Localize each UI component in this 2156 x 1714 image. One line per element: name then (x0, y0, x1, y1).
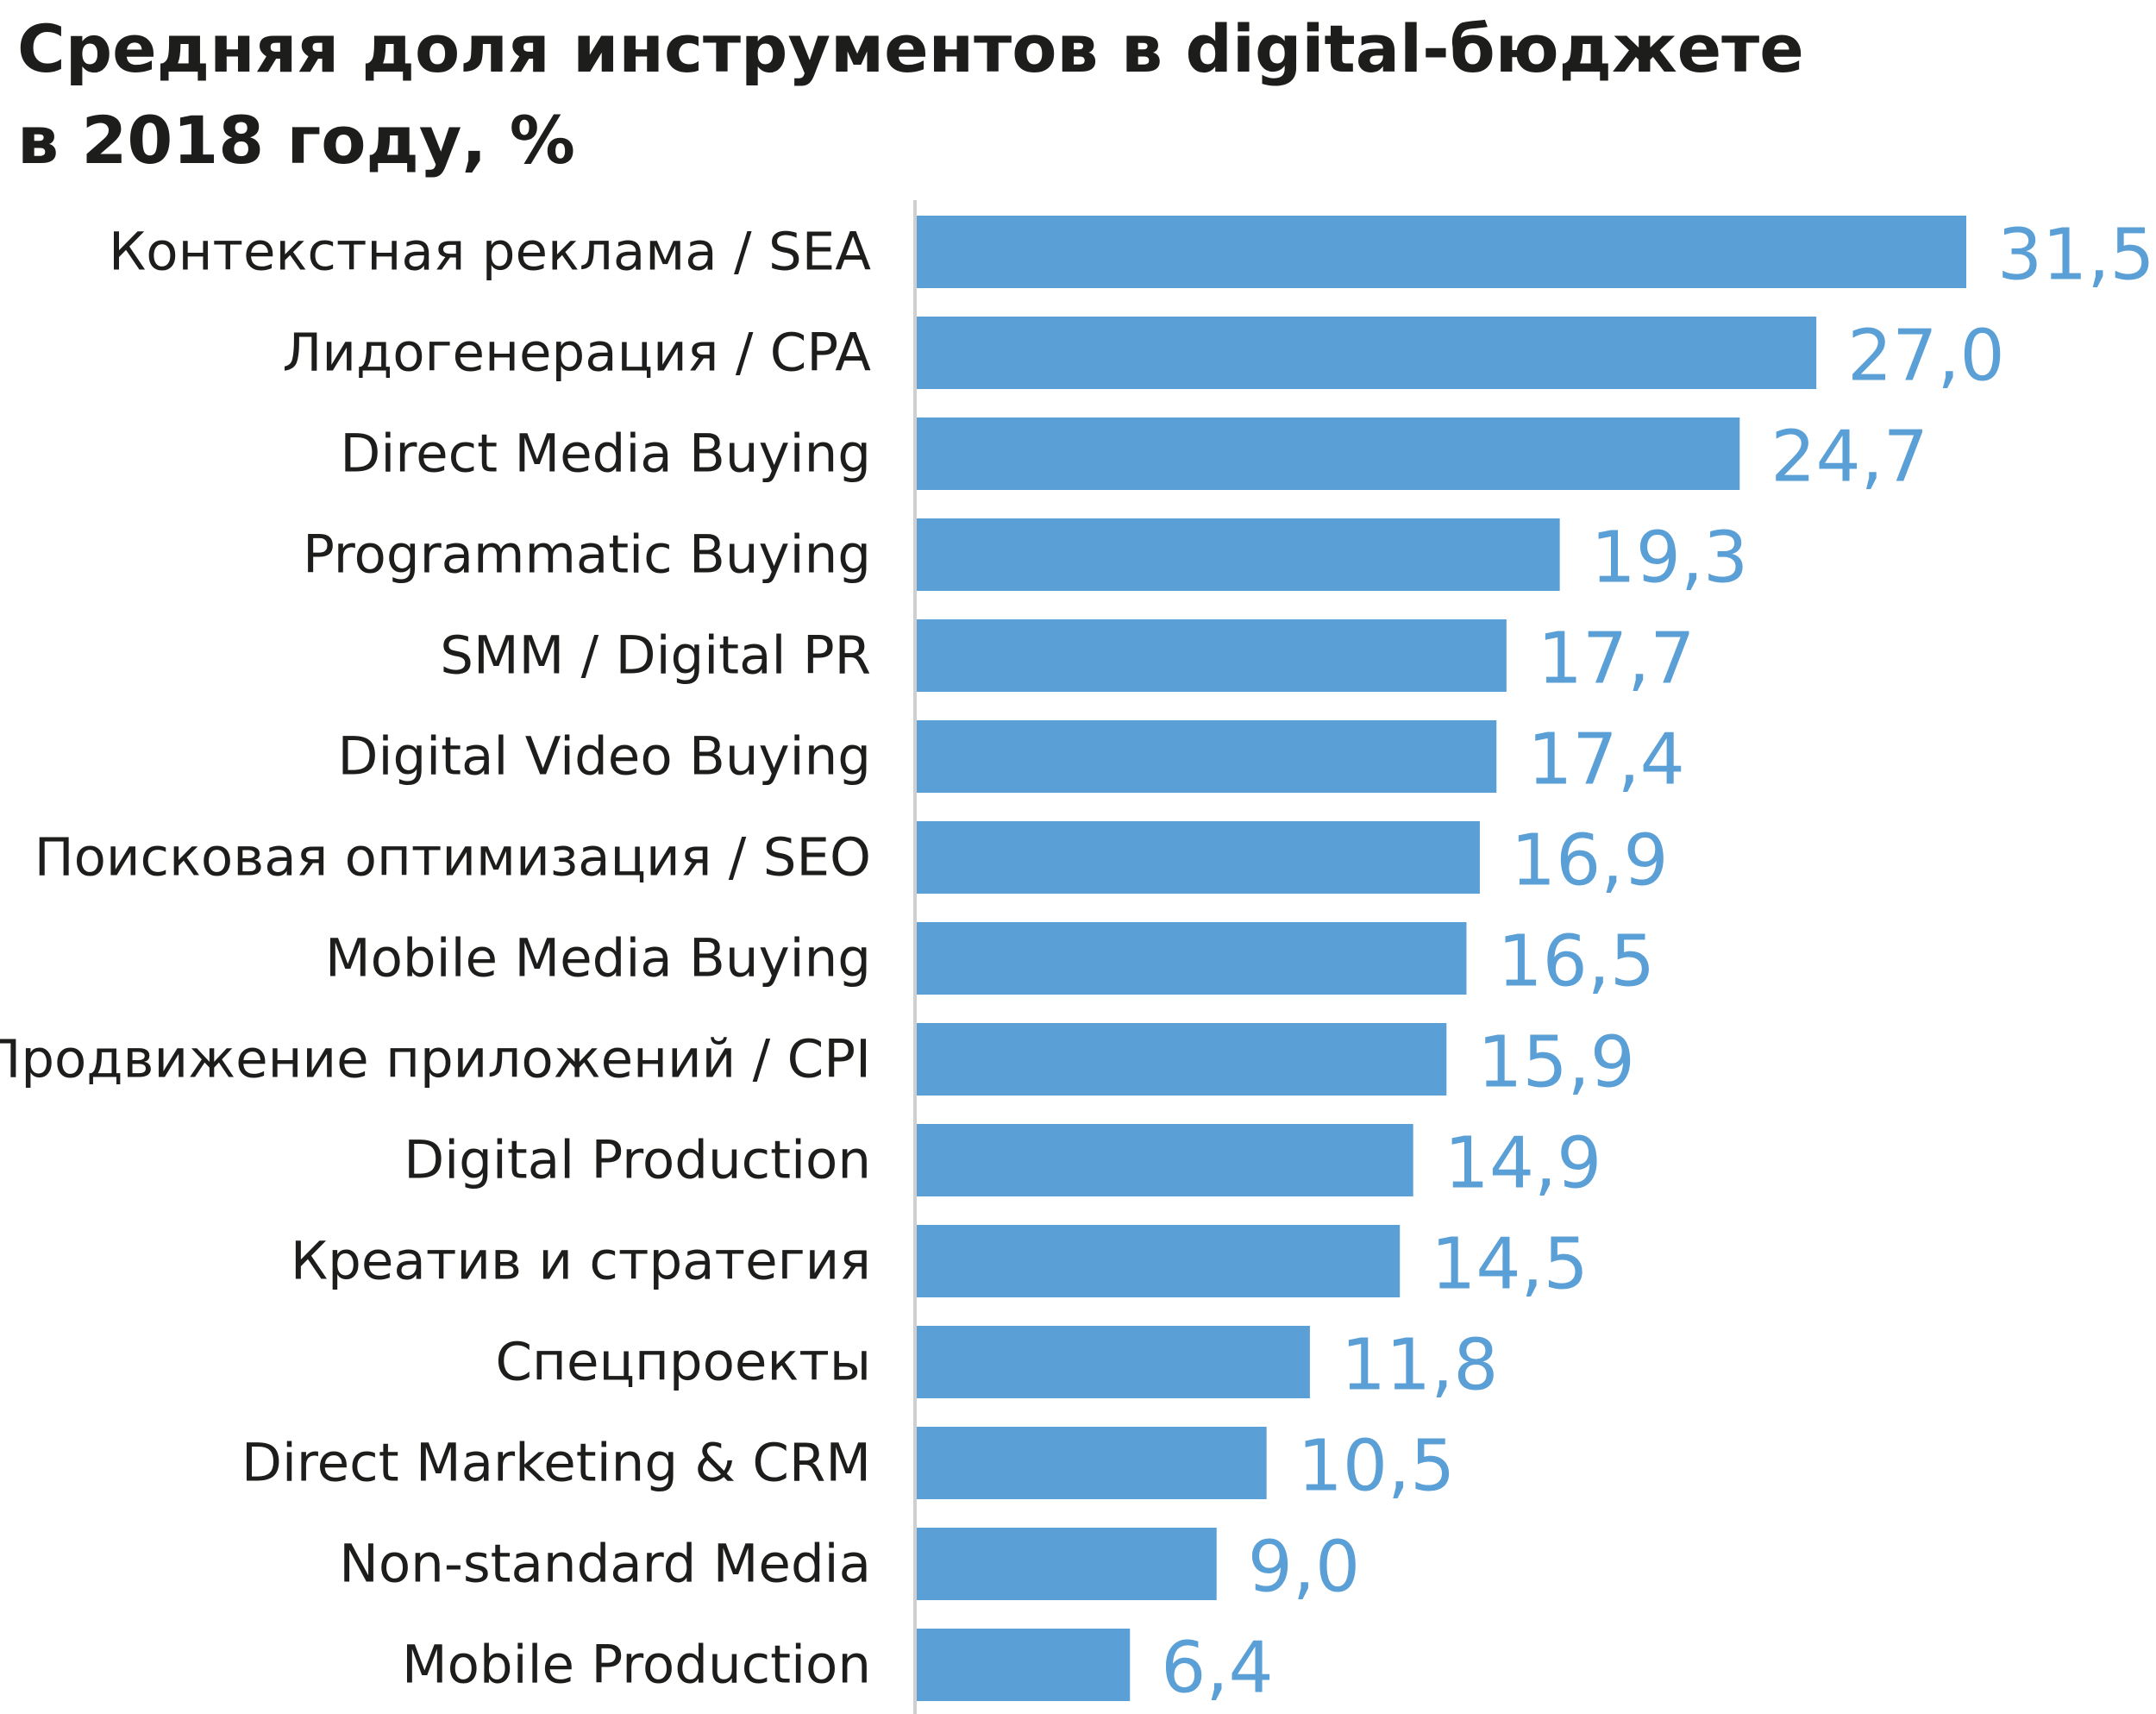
value-label: 17,4 (1527, 719, 1685, 801)
category-label: Digital Production (404, 1130, 871, 1191)
bar-row: Спецпроекты 11,8 (495, 1325, 1498, 1407)
category-label: Контекстная реклама / SEA (109, 222, 871, 283)
bar (917, 1629, 1131, 1701)
category-label: Programmatic Buying (303, 524, 871, 586)
bar (917, 619, 1507, 692)
value-label: 16,5 (1497, 921, 1655, 1003)
value-label: 17,7 (1538, 618, 1695, 700)
bar-row: Programmatic Buying 19,3 (303, 518, 1748, 600)
bar (917, 922, 1467, 995)
chart-title-line-1: Средняя доля инструментов в digital-бюдж… (17, 10, 1804, 87)
bar-row: Mobile Production 6,4 (402, 1628, 1274, 1710)
bar-row: Креатив и стратегия 14,5 (291, 1224, 1589, 1306)
bar-row: Non-standard Media 9,0 (339, 1527, 1360, 1609)
bar-row: SMM / Digital PR 17,7 (440, 618, 1695, 700)
bar (917, 1225, 1401, 1297)
bar-row: Mobile Media Buying 16,5 (325, 921, 1655, 1003)
bar-row: Direct Marketing & CRM 10,5 (241, 1426, 1455, 1508)
value-label: 6,4 (1161, 1628, 1273, 1710)
bar-row: Direct Media Buying 24,7 (340, 417, 1927, 499)
bar (917, 821, 1480, 894)
bar (917, 518, 1560, 591)
category-label: Лидогенерация / CPA (283, 323, 872, 384)
bar (917, 1326, 1310, 1398)
category-label: Direct Media Buying (340, 424, 871, 485)
bar (917, 1427, 1267, 1499)
value-label: 14,9 (1445, 1123, 1602, 1205)
category-label: Direct Marketing & CRM (241, 1433, 871, 1494)
chart-title-line-2: в 2018 году, % (17, 102, 575, 179)
bar-row: Поисковая оптимизация / SEO 16,9 (34, 820, 1669, 902)
value-label: 11,8 (1341, 1325, 1499, 1407)
category-label: Digital Video Buying (338, 726, 871, 788)
category-label: Спецпроекты (495, 1332, 871, 1393)
bar (917, 216, 1966, 288)
value-label: 9,0 (1248, 1527, 1360, 1609)
bar-row: Контекстная реклама / SEA 31,5 (109, 215, 2155, 297)
bar (917, 720, 1497, 793)
category-label: Продвижение приложений / CPI (0, 1029, 871, 1090)
bar (917, 1124, 1413, 1196)
bar (917, 1023, 1447, 1096)
value-label: 24,7 (1771, 417, 1928, 499)
bar (917, 418, 1740, 490)
bar-row: Лидогенерация / CPA 27,0 (283, 316, 2005, 398)
bar (917, 1528, 1217, 1600)
category-label: Креатив и стратегия (291, 1231, 871, 1292)
value-label: 16,9 (1511, 820, 1669, 902)
category-label: Mobile Media Buying (325, 928, 871, 989)
value-label: 31,5 (1997, 215, 2155, 297)
bar-row: Digital Production 14,9 (404, 1123, 1601, 1205)
category-label: Mobile Production (402, 1635, 871, 1696)
value-label: 27,0 (1847, 316, 2005, 398)
bar-row: Продвижение приложений / CPI 15,9 (0, 1022, 1635, 1104)
value-label: 19,3 (1591, 518, 1749, 600)
category-label: Non-standard Media (339, 1534, 871, 1595)
chart-title: Средняя доля инструментов в digital-бюдж… (17, 3, 2139, 186)
value-label: 15,9 (1477, 1022, 1635, 1104)
value-label: 10,5 (1298, 1426, 1456, 1508)
bar (917, 317, 1817, 389)
category-label: SMM / Digital PR (440, 625, 871, 687)
value-label: 14,5 (1431, 1224, 1589, 1306)
bar-row: Digital Video Buying 17,4 (338, 719, 1685, 801)
category-label: Поисковая оптимизация / SEO (34, 827, 871, 888)
